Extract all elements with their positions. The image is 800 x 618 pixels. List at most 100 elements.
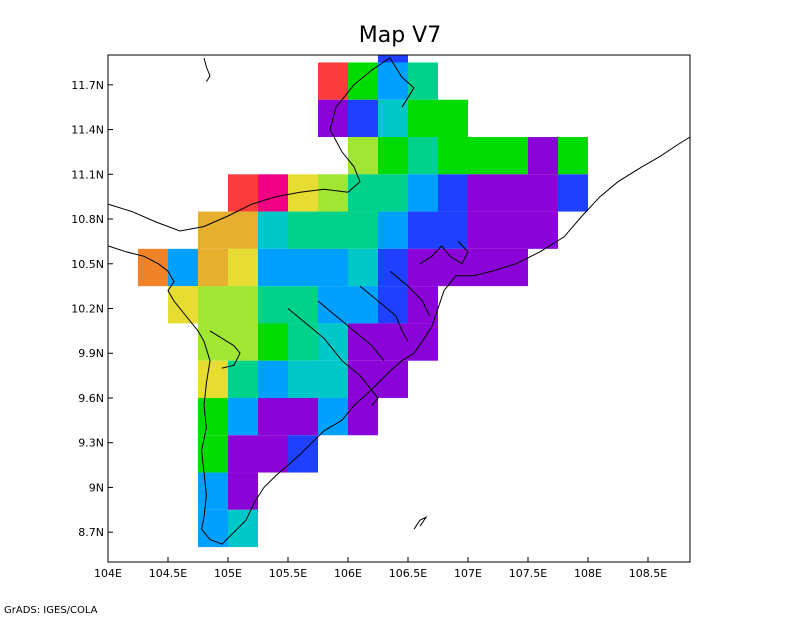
x-tick-label: 104E (94, 567, 122, 580)
coastline (389, 270, 431, 317)
grid-cell (198, 248, 228, 287)
grid-cell (258, 286, 288, 324)
grid-cell (198, 286, 228, 324)
grid-cell (198, 472, 228, 510)
y-tick-label: 9N (89, 481, 104, 494)
grid-cell (228, 509, 258, 548)
grid-cell (258, 397, 288, 436)
grid-cell (378, 248, 408, 287)
grid-cell (228, 174, 258, 212)
y-axis: 8.7N 9N 9.3N 9.6N 9.9N 10.2N 10.5N 10.8N 11.1N 11… (71, 79, 113, 539)
grid-cell (198, 360, 228, 398)
grid-cell (348, 286, 378, 324)
coastline (413, 516, 428, 530)
grid-cell (228, 360, 258, 398)
grid-cell (378, 360, 408, 398)
grid-cell (378, 323, 408, 361)
grid-cell (198, 397, 228, 436)
coastline (287, 308, 379, 406)
grid-cell (348, 174, 378, 212)
coastline (209, 330, 241, 369)
x-tick-label: 108.5E (629, 567, 667, 580)
grid-cell (348, 211, 378, 249)
grid-cell (468, 137, 498, 175)
x-tick-label: 107E (454, 567, 482, 580)
grid-cell (318, 323, 348, 361)
grid-cell (228, 472, 258, 510)
grid-cell (408, 211, 438, 249)
grid-cell (318, 360, 348, 398)
chart-title: Map V7 (359, 23, 441, 48)
grid-cell (288, 360, 318, 398)
grid-cell (378, 211, 408, 249)
grid-cell (408, 62, 438, 100)
x-tick-label: 107.5E (509, 567, 547, 580)
grid-cell (228, 435, 258, 473)
x-tick-label: 105E (214, 567, 242, 580)
grid-cell (558, 174, 588, 212)
grid-cell (438, 137, 468, 175)
grid-cell (288, 397, 318, 436)
grid-cell (438, 174, 468, 212)
grid-cell (228, 323, 258, 361)
coastline (203, 57, 211, 83)
grid-cell (258, 174, 288, 212)
grid-cell (498, 174, 528, 212)
x-tick-label: 106.5E (389, 567, 427, 580)
grid-cell (468, 211, 498, 249)
credit-text: GrADS: IGES/COLA (4, 605, 98, 616)
y-tick-label: 10.8N (71, 213, 104, 226)
grid-cell (408, 323, 438, 361)
y-tick-label: 11.7N (71, 79, 104, 92)
grid-cell (408, 137, 438, 175)
coastline (107, 57, 415, 232)
grid-cell (528, 211, 558, 249)
grid-cell (438, 248, 468, 287)
x-tick-label: 104.5E (149, 567, 187, 580)
grid-cell (318, 174, 348, 212)
coastlines (107, 57, 691, 545)
grid-cell (558, 137, 588, 175)
grid-cell (318, 248, 348, 287)
grid-cell (378, 62, 408, 100)
coastline (419, 241, 469, 265)
grid-cell (378, 174, 408, 212)
grid-cell (408, 286, 438, 324)
grid-cell (528, 174, 558, 212)
x-tick-label: 105.5E (269, 567, 307, 580)
grid-cell (348, 248, 378, 287)
grid-cell (348, 137, 378, 175)
grid-cell (348, 62, 378, 100)
grid-cell (258, 360, 288, 398)
grid-cell (168, 286, 198, 324)
grid-cell (318, 62, 348, 100)
grid-cell (318, 211, 348, 249)
grid-cell (408, 99, 438, 138)
heatmap-cells (138, 55, 588, 548)
coastline (359, 285, 409, 342)
x-tick-label: 108E (574, 567, 602, 580)
grid-cell (288, 174, 318, 212)
grid-cell (198, 435, 228, 473)
y-tick-label: 11.1N (71, 168, 104, 181)
grid-cell (318, 397, 348, 436)
x-axis: 104E 104.5E 105E 105.5E 106E 106.5E 107E 107.5E… (94, 557, 667, 580)
y-tick-label: 9.3N (78, 437, 104, 450)
y-tick-label: 10.5N (71, 258, 104, 271)
grid-cell (168, 248, 198, 287)
grid-cell (528, 137, 558, 175)
grid-cell (468, 248, 498, 287)
grid-cell (408, 174, 438, 212)
y-tick-label: 8.7N (78, 526, 104, 539)
y-tick-label: 9.6N (78, 392, 104, 405)
grid-cell (198, 211, 228, 249)
grid-cell (228, 211, 258, 249)
coastline (107, 136, 691, 545)
grid-cell (498, 211, 528, 249)
x-tick-label: 106E (334, 567, 362, 580)
grid-cell (228, 397, 258, 436)
coastline (317, 300, 385, 362)
grid-cell (498, 137, 528, 175)
grid-cell (468, 174, 498, 212)
